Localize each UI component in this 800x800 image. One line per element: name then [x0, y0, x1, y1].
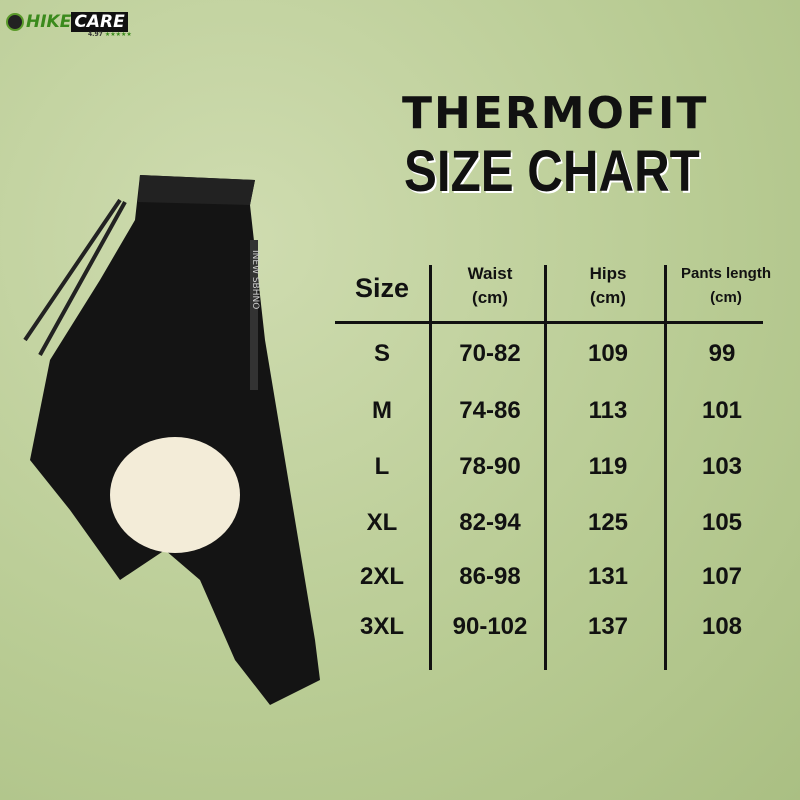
cell-pants-length: 101: [701, 397, 743, 424]
cell-pants-length: 108: [701, 613, 743, 640]
cell-hips: 125: [587, 509, 629, 536]
header-hips: Hips (cm): [589, 264, 627, 307]
column-divider: [429, 265, 432, 670]
cell-size: 3XL: [359, 613, 405, 640]
star-icons: ★★★★★: [104, 31, 132, 38]
cell-hips: 137: [587, 613, 629, 640]
mountain-icon: [6, 13, 24, 31]
cell-pants-length: 107: [701, 563, 743, 590]
cell-pants-length: 103: [701, 453, 743, 480]
fleece-lining: [110, 437, 240, 553]
cell-size: M: [372, 397, 392, 424]
pants-image: INEW SBHNO: [23, 175, 320, 705]
logo-text-hike: HIKE: [26, 12, 72, 32]
cell-hips: 131: [587, 563, 629, 590]
header-pants-length: Pants length (cm): [680, 265, 772, 306]
title-thermofit: THERMOFIT: [402, 88, 709, 139]
title-size-chart: SIZE CHART: [404, 139, 700, 204]
cell-hips: 119: [588, 453, 628, 480]
cell-size: L: [374, 453, 390, 480]
cell-pants-length: 105: [701, 509, 743, 536]
logo-text-care: CARE: [71, 12, 128, 32]
header-waist: Waist (cm): [467, 264, 513, 307]
column-divider: [664, 265, 667, 670]
header-size: Size: [354, 273, 410, 303]
header-divider: [335, 321, 763, 324]
cell-waist: 86-98: [459, 563, 521, 590]
brand-logo: HIKE CARE 4.97 ★★★★★: [6, 12, 132, 38]
cell-waist: 90-102: [452, 613, 528, 640]
cell-pants-length: 99: [708, 340, 736, 367]
rating: 4.97 ★★★★★: [88, 31, 132, 38]
cell-waist: 82-94: [459, 509, 521, 536]
cell-waist: 74-86: [459, 397, 521, 424]
cell-hips: 109: [587, 340, 629, 367]
cell-size: 2XL: [359, 563, 405, 590]
cell-waist: 70-82: [459, 340, 521, 367]
cell-hips: 113: [588, 397, 628, 424]
cell-size: S: [373, 340, 391, 367]
svg-text:INEW SBHNO: INEW SBHNO: [250, 250, 260, 309]
cell-waist: 78-90: [459, 453, 521, 480]
cell-size: XL: [366, 509, 398, 536]
column-divider: [544, 265, 547, 670]
